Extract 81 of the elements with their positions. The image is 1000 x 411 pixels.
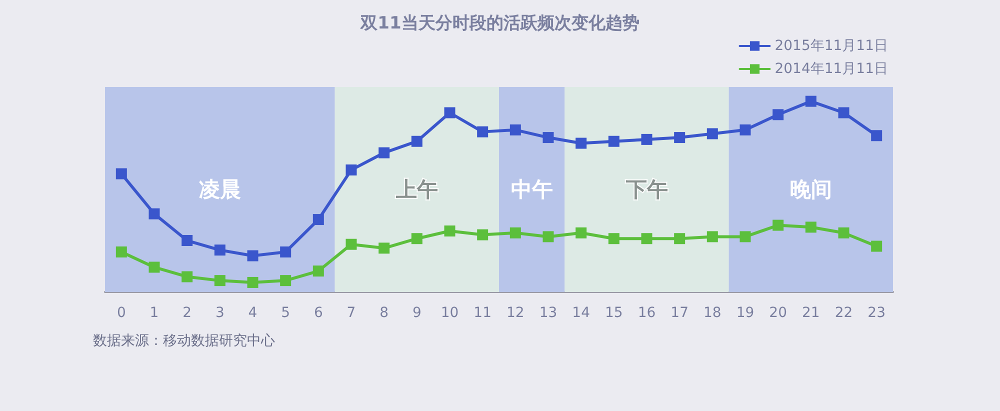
point [477, 126, 488, 138]
point [444, 107, 456, 118]
point [706, 231, 718, 242]
point [641, 233, 652, 244]
band-label: 晚间 [790, 178, 832, 202]
point [772, 109, 784, 120]
point [740, 231, 751, 242]
legend-label: 2015年11月11日 [774, 38, 888, 54]
point [740, 124, 751, 136]
point [247, 250, 258, 262]
band-label: 上午 [394, 178, 438, 202]
point [542, 132, 554, 144]
point [871, 240, 882, 252]
point [477, 229, 488, 240]
x-tick-label: 6 [314, 305, 323, 321]
point [576, 138, 587, 149]
point [542, 231, 554, 242]
point [280, 246, 292, 258]
point [411, 136, 422, 147]
point [641, 134, 652, 145]
x-tick-label: 21 [802, 305, 820, 321]
point [312, 214, 324, 226]
point [148, 208, 160, 220]
point [510, 124, 521, 136]
point [346, 164, 357, 176]
point [378, 147, 390, 158]
point [247, 276, 258, 288]
x-tick-label: 23 [868, 305, 886, 321]
x-tick-label: 13 [539, 305, 558, 321]
point [674, 132, 686, 144]
x-tick-label: 5 [281, 305, 290, 321]
point [608, 233, 620, 244]
point [674, 233, 686, 244]
x-tick-label: 16 [638, 305, 656, 321]
x-tick-label: 15 [605, 305, 623, 321]
x-tick-label: 12 [506, 305, 524, 321]
x-tick-label: 17 [670, 305, 688, 321]
x-tick-label: 2 [182, 305, 192, 321]
point [148, 262, 160, 273]
point [214, 275, 226, 286]
x-tick-label: 11 [474, 305, 492, 321]
point [772, 220, 784, 231]
x-tick-label: 8 [380, 305, 389, 321]
x-tick-label: 18 [704, 305, 722, 321]
point [444, 225, 456, 236]
point [838, 227, 850, 238]
x-tick-label: 20 [769, 305, 787, 321]
x-tick-label: 4 [248, 305, 258, 321]
point [116, 246, 127, 258]
x-tick-label: 0 [116, 305, 126, 321]
point [576, 227, 587, 238]
x-tick-label: 1 [150, 305, 159, 321]
point [378, 242, 390, 254]
point [312, 266, 324, 277]
point [871, 130, 882, 142]
source-note: 数据来源：移动数据研究中心 [93, 333, 275, 349]
point [510, 227, 521, 238]
band-label: 下午 [624, 178, 668, 202]
chart-title: 双11当天分时段的活跃频次变化趋势 [360, 14, 640, 34]
x-tick-label: 14 [572, 305, 590, 321]
point [805, 96, 816, 107]
x-tick-label: 22 [834, 305, 853, 321]
point [182, 271, 193, 282]
x-tick-label: 3 [215, 305, 224, 321]
x-tick-label: 7 [346, 305, 356, 321]
x-tick-label: 10 [440, 305, 459, 321]
point [346, 238, 357, 250]
point [706, 128, 718, 140]
point [838, 107, 850, 118]
point [805, 222, 816, 233]
point [608, 136, 620, 147]
point [116, 168, 127, 180]
point [214, 244, 226, 256]
band-label: 凌晨 [198, 178, 241, 202]
point [182, 235, 193, 246]
legend-label: 2014年11月11日 [774, 61, 888, 77]
point [280, 275, 292, 286]
x-tick-label: 19 [736, 305, 754, 321]
band-label: 中午 [510, 178, 553, 202]
point [411, 233, 422, 244]
x-tick-label: 9 [412, 305, 422, 321]
